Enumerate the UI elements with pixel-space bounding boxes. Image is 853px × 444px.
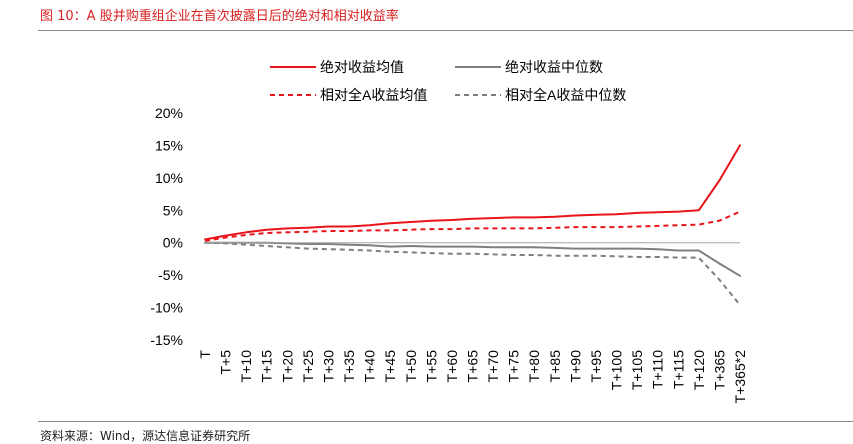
x-tick-label: T+40 [362, 350, 378, 383]
legend-label: 绝对收益均值 [320, 59, 404, 75]
title-divider [38, 30, 853, 31]
y-tick-label: 10% [155, 170, 183, 186]
x-tick-label: T+30 [320, 350, 336, 383]
x-tick-label: T+70 [485, 350, 501, 383]
series-line-1 [204, 144, 741, 241]
legend-item: 相对全A收益均值 [270, 87, 427, 103]
x-tick-label: T+55 [423, 350, 439, 383]
x-tick-label: T+35 [341, 350, 357, 383]
source-divider [38, 421, 853, 422]
series-line-3 [204, 210, 741, 242]
legend-label: 相对全A收益中位数 [505, 87, 626, 103]
x-tick-label: T+60 [444, 350, 460, 383]
x-tick-label: T+95 [588, 350, 604, 383]
legend-item: 绝对收益中位数 [455, 59, 603, 75]
y-tick-label: -10% [150, 300, 183, 316]
x-tick-label: T+365*2 [732, 350, 748, 404]
x-tick-label: T+75 [506, 350, 522, 383]
figure-title: 图 10：A 股并购重组企业在首次披露日后的绝对和相对收益率 [40, 9, 399, 24]
x-tick-label: T+90 [567, 350, 583, 383]
series-line-2 [204, 241, 741, 277]
y-tick-label: 15% [155, 137, 183, 153]
x-tick-label: T+5 [218, 350, 234, 375]
x-tick-label: T+365 [711, 350, 727, 390]
x-tick-label: T+50 [403, 350, 419, 383]
x-tick-label: T+115 [670, 350, 686, 389]
x-tick-label: T+65 [465, 350, 481, 383]
x-tick-label: T+20 [279, 350, 295, 383]
x-tick-label: T+100 [609, 350, 625, 390]
x-tick-label: T+110 [650, 350, 666, 389]
legend-label: 相对全A收益均值 [320, 87, 427, 103]
series-line-4 [204, 241, 741, 306]
x-tick-label: T+45 [382, 350, 398, 383]
y-tick-label: -5% [158, 267, 183, 283]
legend-label: 绝对收益中位数 [505, 59, 603, 75]
y-tick-label: -15% [150, 332, 183, 348]
x-tick-label: T+15 [259, 350, 275, 383]
x-tick-label: T+85 [547, 350, 563, 383]
x-tick-label: T+25 [300, 350, 316, 383]
x-tick-label: T+80 [526, 350, 542, 383]
x-tick-label: T+105 [629, 350, 645, 390]
y-tick-label: 5% [163, 202, 183, 218]
plot-area [204, 144, 741, 306]
y-axis: 20% 15% 10% 5% 0% -5% -10% -15% [150, 105, 183, 348]
y-tick-label: 0% [163, 235, 183, 251]
x-tick-label: T+120 [691, 350, 707, 390]
x-tick-label: T+10 [238, 350, 254, 383]
legend-item: 绝对收益均值 [270, 59, 404, 75]
y-tick-label: 20% [155, 105, 183, 121]
legend-item: 相对全A收益中位数 [455, 87, 626, 103]
x-axis: T T+5 T+10 T+15 T+20 T+25 T+30 T+35 T+40 T+45 T+50… [197, 350, 748, 404]
x-tick-label: T [197, 350, 213, 359]
source-note: 资料来源：Wind，源达信息证券研究所 [40, 429, 251, 443]
